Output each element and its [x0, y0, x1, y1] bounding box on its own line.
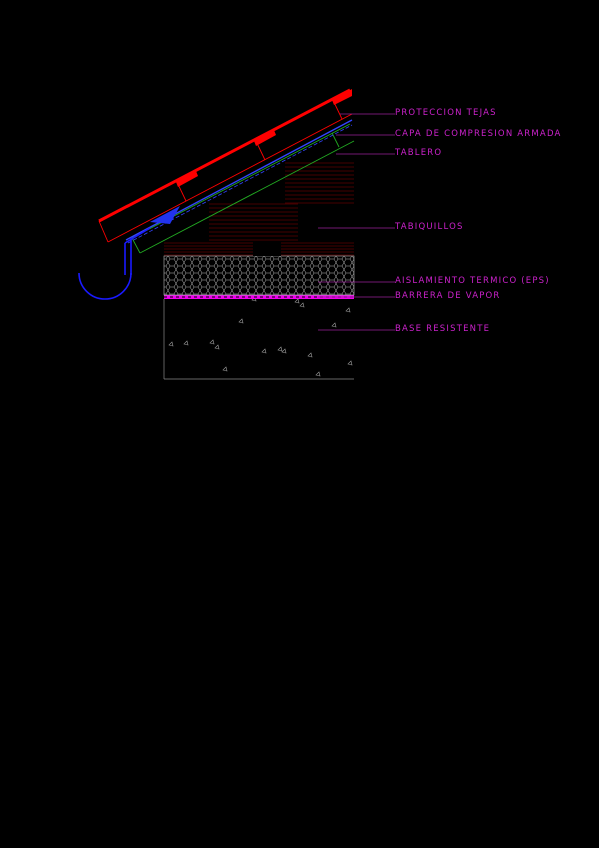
aislamiento-termico-layer [163, 255, 355, 296]
tabiquillos-brick-courses [164, 162, 354, 256]
label-tablero: TABLERO [394, 148, 442, 158]
gutter-and-downpipe [78, 227, 151, 300]
label-tabiquillos: TABIQUILLOS [394, 222, 464, 232]
gutter-curve [78, 272, 132, 300]
tile-overlap-1 [176, 171, 198, 187]
proteccion-tejas-layer [98, 88, 353, 243]
base-resistente-slab [163, 296, 354, 380]
label-leader-lines [318, 113, 395, 331]
downpipe-top [124, 227, 151, 244]
concrete-aggregate-marks [168, 296, 353, 377]
layer-labels: PROTECCION TEJAS CAPA DE COMPRESION ARMA… [394, 108, 562, 334]
brick-wall-middle [209, 203, 298, 241]
label-aislamiento: AISLAMIENTO TERMICO (EPS) [395, 276, 550, 286]
capa-compresion-layer [125, 119, 353, 244]
tablero-layer [131, 123, 355, 254]
brick-wall-upper [285, 162, 354, 204]
compression-end-hatch [150, 206, 180, 224]
tile-overlap-2 [254, 130, 276, 146]
label-barrera-vapor: BARRERA DE VAPOR [395, 291, 501, 301]
label-proteccion-tejas: PROTECCION TEJAS [395, 108, 497, 118]
label-capa-compresion: CAPA DE COMPRESION ARMADA [395, 129, 562, 139]
tile-overlap-3 [332, 89, 352, 105]
brick-course-gap [253, 242, 281, 256]
label-base-resistente: BASE RESISTENTE [395, 324, 490, 334]
